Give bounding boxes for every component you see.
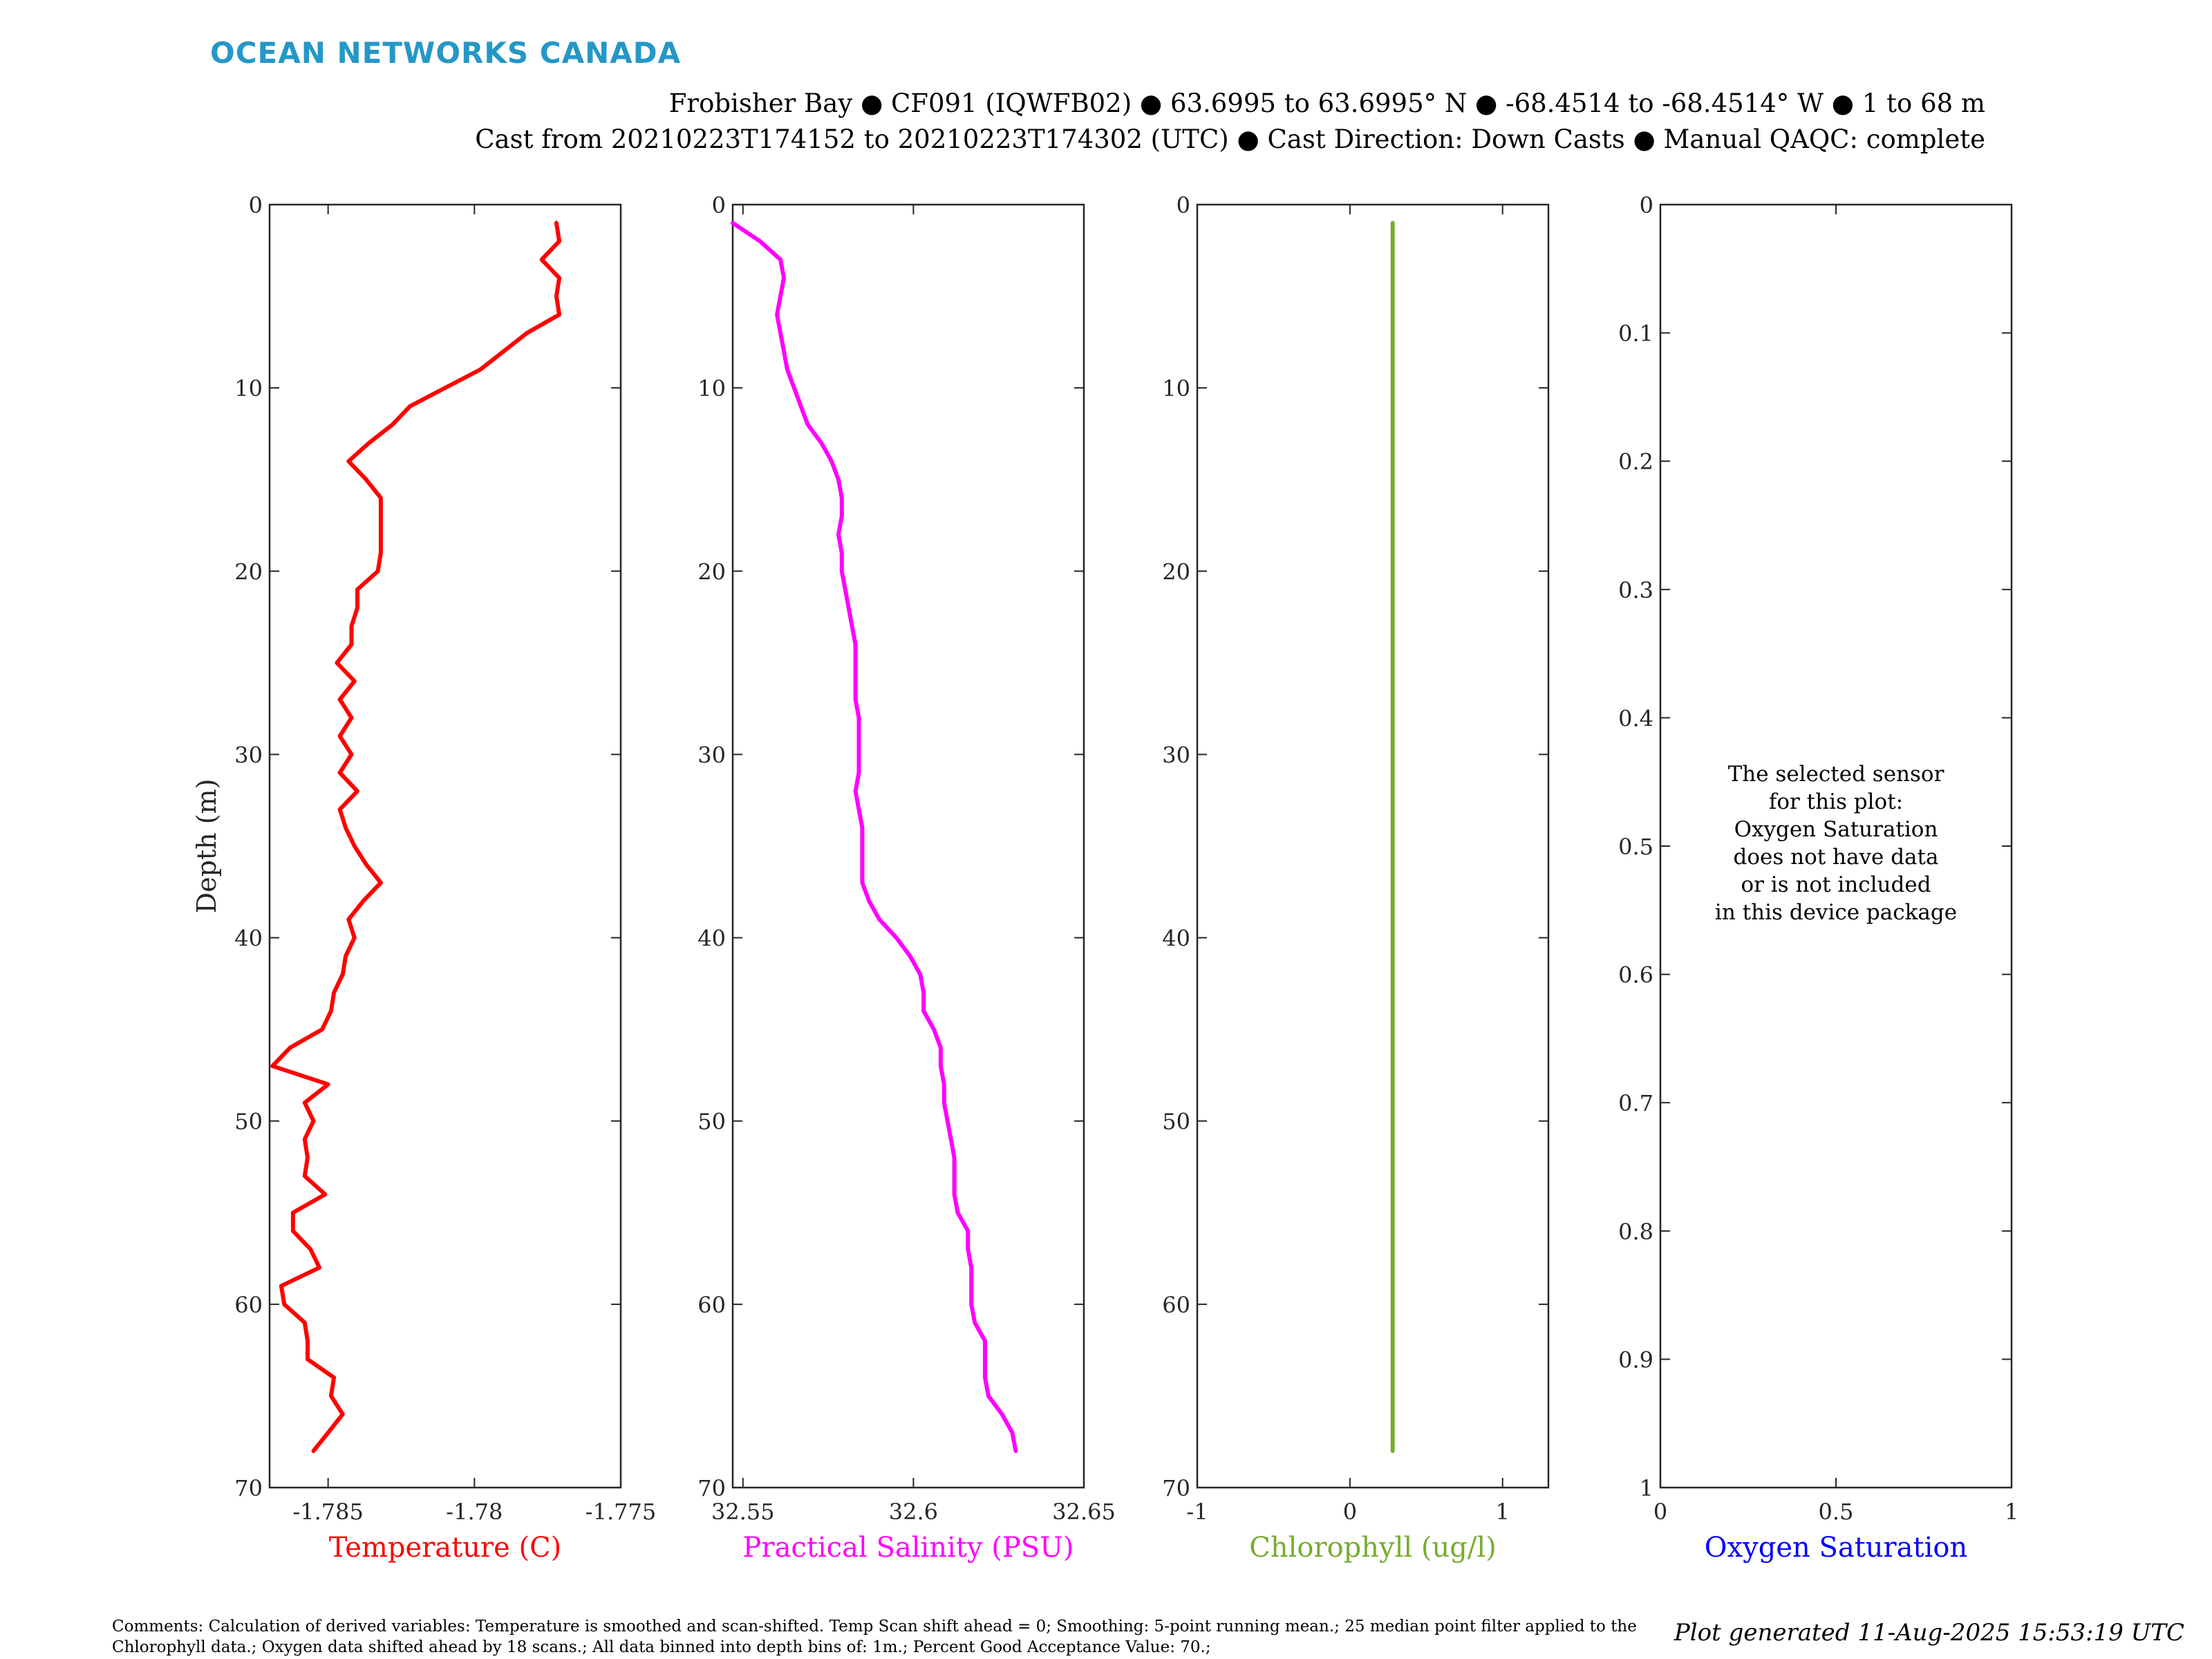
y-tick-label: 60	[697, 1292, 726, 1318]
no-data-message-line: Oxygen Saturation	[1734, 817, 1938, 842]
y-tick-label: 50	[1162, 1109, 1190, 1135]
x-tick-label: -1.785	[292, 1499, 363, 1525]
y-tick-label: 0	[1177, 192, 1190, 218]
x-axis-label: Chlorophyll (ug/l)	[1249, 1532, 1497, 1564]
y-axis-label: Depth (m)	[191, 779, 222, 914]
x-tick-label: 32.55	[711, 1499, 775, 1525]
x-axis-label: Temperature (C)	[329, 1532, 562, 1564]
y-tick-label: 0.3	[1618, 577, 1653, 603]
y-tick-label: 0	[1640, 192, 1653, 218]
y-tick-label: 70	[1162, 1475, 1190, 1501]
y-tick-label: 0.9	[1618, 1347, 1653, 1373]
axes-box	[268, 203, 622, 1489]
x-tick-label: 0.5	[1819, 1499, 1854, 1525]
x-axis-label: Oxygen Saturation	[1705, 1532, 1967, 1564]
x-tick-label: 1	[1496, 1499, 1510, 1525]
y-tick-label: 20	[234, 559, 263, 585]
y-tick-label: 20	[697, 559, 726, 585]
y-tick-label: 0.8	[1618, 1219, 1653, 1245]
x-tick-label: -1	[1186, 1499, 1208, 1525]
ocean-networks-canada-logo: OCEAN NETWORKS CANADA	[210, 36, 682, 70]
profile-line	[270, 221, 562, 1453]
y-tick-label: 0.4	[1618, 705, 1653, 731]
y-tick-label: 70	[697, 1475, 726, 1501]
x-tick-label: 0	[1343, 1499, 1357, 1525]
plot-title-location: Frobisher Bay ● CF091 (IQWFB02) ● 63.699…	[668, 88, 1985, 118]
axes-box	[731, 203, 1085, 1489]
y-tick-label: 0.7	[1618, 1090, 1653, 1116]
y-tick-label: 10	[697, 375, 726, 402]
plot-panel-1: 0 10 20 30 40 50 60 70 -1.785 -1.78 -1.775 Temperat…	[191, 192, 656, 1564]
y-tick-label: 0	[249, 192, 263, 218]
y-tick-label: 0.5	[1618, 834, 1653, 860]
plot-generated-timestamp: Plot generated 11-Aug-2025 15:53:19 UTC	[1674, 1619, 2184, 1647]
plot-title-cast: Cast from 20210223T174152 to 20210223T17…	[475, 124, 1985, 154]
y-tick-label: 10	[1162, 375, 1190, 402]
axes-box	[1196, 203, 1550, 1489]
y-tick-label: 10	[234, 375, 263, 402]
plot-panel-4: 00.10.20.30.40.50.60.70.80.910 0.5 1Oxygen…	[1618, 192, 2018, 1564]
y-tick-label: 1	[1640, 1475, 1653, 1501]
y-tick-label: 0.2	[1618, 449, 1653, 475]
y-tick-label: 40	[234, 926, 263, 952]
y-tick-label: 20	[1162, 559, 1190, 585]
y-tick-label: 30	[1162, 742, 1190, 768]
x-tick-label: 0	[1653, 1499, 1667, 1525]
y-tick-label: 0.1	[1618, 321, 1653, 347]
plot-panel-3: 0 10 20 30 40 50 60 70-1 0 1 Chlorophyll (ug/l)	[1162, 192, 1550, 1564]
y-tick-label: 40	[1162, 926, 1190, 952]
x-axis-label: Practical Salinity (PSU)	[743, 1532, 1074, 1564]
y-tick-label: 50	[697, 1109, 726, 1135]
x-tick-label: 1	[2005, 1499, 2018, 1525]
profile-line	[731, 221, 1018, 1453]
no-data-message-line: The selected sensor	[1728, 762, 1944, 787]
y-tick-label: 60	[1162, 1292, 1190, 1318]
y-tick-label: 0.6	[1618, 962, 1653, 988]
y-tick-label: 0	[712, 192, 726, 218]
y-tick-label: 30	[697, 742, 726, 768]
y-tick-label: 50	[234, 1109, 263, 1135]
y-tick-label: 60	[234, 1292, 263, 1318]
no-data-message-line: or is not included	[1741, 872, 1931, 897]
x-tick-label: -1.775	[585, 1499, 656, 1525]
y-tick-label: 30	[234, 742, 263, 768]
y-tick-label: 70	[234, 1475, 263, 1501]
x-tick-label: 32.6	[889, 1499, 938, 1525]
y-tick-label: 40	[697, 926, 726, 952]
no-data-message-line: does not have data	[1734, 845, 1939, 870]
no-data-message-line: for this plot:	[1769, 789, 1903, 814]
no-data-message-line: in this device package	[1715, 900, 1957, 925]
x-tick-label: -1.78	[446, 1499, 503, 1525]
x-tick-label: 32.65	[1052, 1499, 1116, 1525]
comments-text: Comments: Calculation of derived variabl…	[112, 1618, 1637, 1656]
